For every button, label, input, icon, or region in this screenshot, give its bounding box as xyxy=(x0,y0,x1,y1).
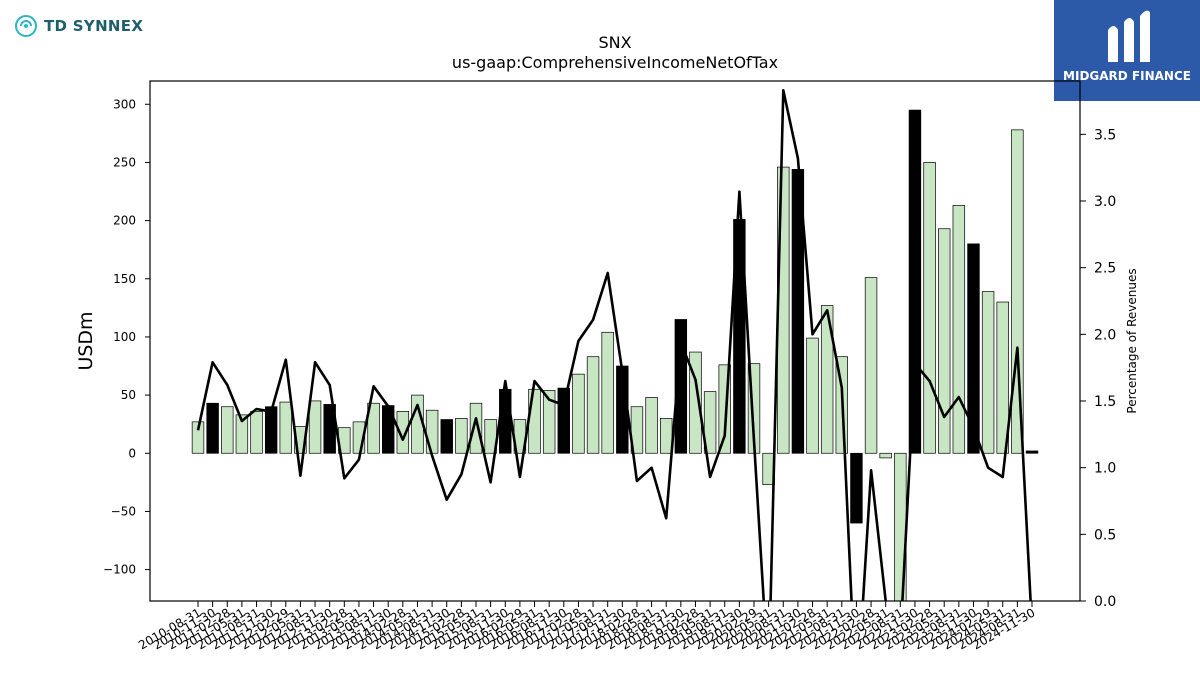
y-tick-label: 150 xyxy=(113,272,136,286)
y2-tick-label: 1.5 xyxy=(1094,394,1116,410)
y2-tick-label: 3.0 xyxy=(1094,194,1116,210)
bar xyxy=(264,406,278,454)
bar xyxy=(923,162,936,454)
bar xyxy=(967,243,980,454)
y-tick-label: 0 xyxy=(128,446,136,460)
bar xyxy=(308,400,322,454)
td-synnex-logo: TD SYNNEX xyxy=(14,14,143,38)
y-tick-label: −50 xyxy=(111,504,136,518)
bar xyxy=(206,402,219,454)
bar xyxy=(996,301,1009,454)
bar xyxy=(367,402,380,454)
midgard-finance-logo-icon xyxy=(1108,10,1150,63)
y2-tick-label: 2.5 xyxy=(1094,261,1116,277)
bar xyxy=(250,411,263,454)
bar xyxy=(1011,129,1024,454)
bar xyxy=(528,388,541,454)
bar xyxy=(1025,450,1039,454)
y-tick-label: 250 xyxy=(113,155,136,169)
bar xyxy=(660,418,673,454)
bar xyxy=(425,409,439,454)
bar xyxy=(586,356,600,454)
bar xyxy=(542,390,556,454)
y2-tick-label: 2.0 xyxy=(1094,327,1116,343)
y-tick-label: −100 xyxy=(103,563,136,577)
bar xyxy=(674,319,688,454)
bar xyxy=(396,411,410,454)
bar xyxy=(703,391,717,454)
y2-axis-label: Percentage of Revenues xyxy=(1125,268,1139,413)
bar xyxy=(279,401,292,454)
chart-title: SNX xyxy=(598,33,631,52)
bar xyxy=(938,228,951,454)
y2-tick-label: 0.0 xyxy=(1094,594,1116,610)
x-axis: 2010-08-312010-11-302011-02-282011-05-31… xyxy=(136,601,1038,652)
y-axis-left: −100 −50 0 50 100 150 200 250 300 xyxy=(103,97,150,577)
bar xyxy=(221,406,234,454)
bar xyxy=(908,109,922,454)
bar xyxy=(952,205,966,454)
y-tick-label: 50 xyxy=(121,388,136,402)
bar xyxy=(733,219,746,454)
bar xyxy=(645,397,658,454)
td-synnex-logo-text: TD SYNNEX xyxy=(44,17,144,35)
y2-tick-label: 0.5 xyxy=(1094,527,1116,543)
bar-group xyxy=(191,109,1039,602)
y-tick-label: 300 xyxy=(113,97,136,111)
bar xyxy=(455,418,468,454)
bar xyxy=(601,331,614,454)
y2-tick-label: 3.5 xyxy=(1094,127,1116,143)
bar xyxy=(235,414,249,454)
bar xyxy=(499,388,512,454)
td-synnex-logo-icon xyxy=(15,15,37,37)
bar xyxy=(572,373,585,454)
bar xyxy=(557,387,570,454)
bar xyxy=(820,305,834,454)
bar xyxy=(689,351,702,454)
y-tick-label: 200 xyxy=(113,214,136,228)
y-tick-label: 100 xyxy=(113,330,136,344)
bar xyxy=(981,291,995,454)
plot-frame xyxy=(149,80,1081,602)
pct-line-group xyxy=(196,89,1032,601)
midgard-finance-logo: MIDGARD FINANCE xyxy=(1054,0,1200,101)
y-axis-label: USDm xyxy=(75,311,97,370)
bar xyxy=(718,364,731,454)
chart-subtitle: us-gaap:ComprehensiveIncomeNetOfTax xyxy=(452,53,778,72)
bar xyxy=(864,277,878,454)
bar xyxy=(806,337,819,454)
bar xyxy=(469,402,483,454)
bar xyxy=(191,421,205,454)
bar xyxy=(879,452,892,459)
pct-of-revenues-line xyxy=(196,89,1032,601)
y-axis-right: 0.0 0.5 1.0 1.5 2.0 2.5 3.0 3.5 xyxy=(1080,127,1116,610)
bar xyxy=(850,452,863,524)
y2-tick-label: 1.0 xyxy=(1094,461,1116,477)
midgard-finance-logo-text: MIDGARD FINANCE xyxy=(1063,69,1191,83)
bar xyxy=(440,419,453,454)
